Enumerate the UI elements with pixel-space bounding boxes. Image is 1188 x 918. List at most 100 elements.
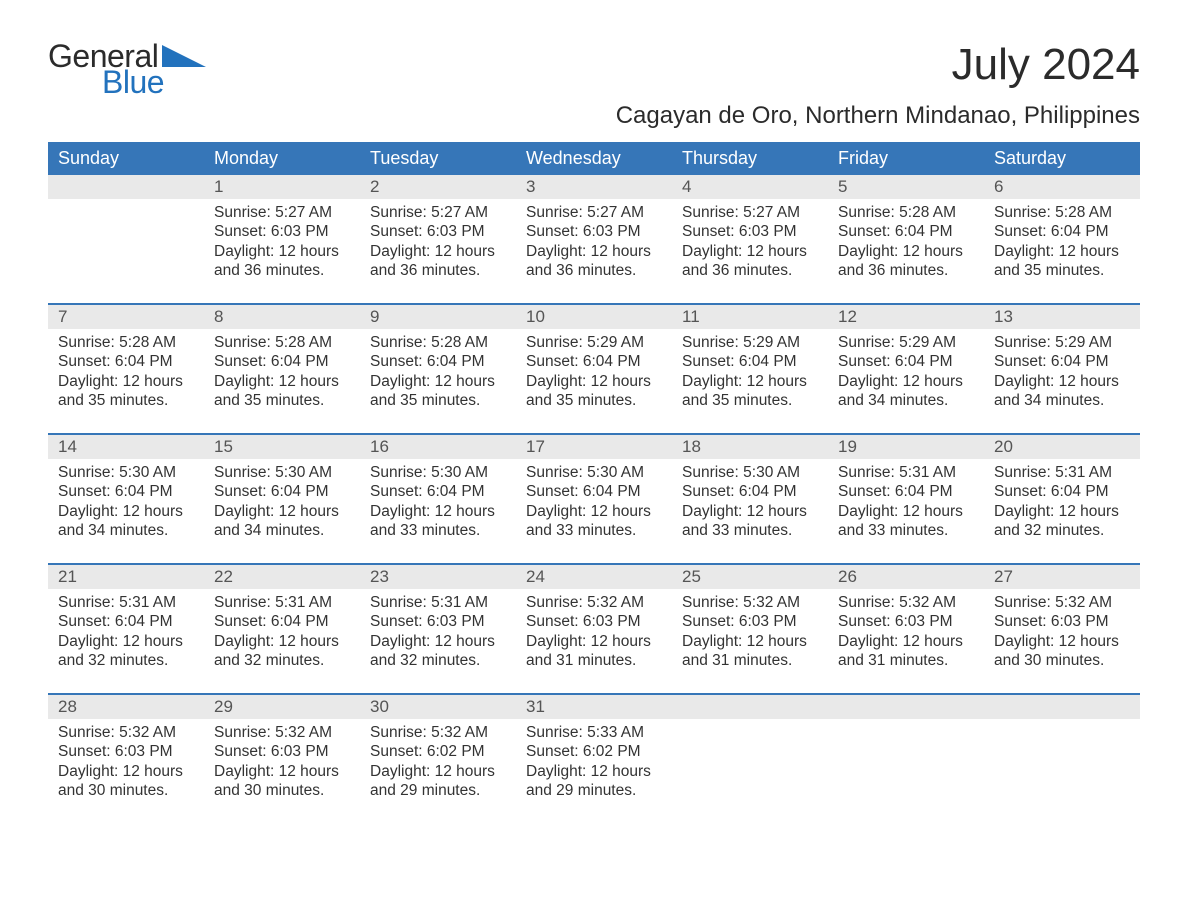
- day-daylight2: and 35 minutes.: [526, 391, 662, 410]
- day-daylight1: Daylight: 12 hours: [526, 632, 662, 651]
- day-body: Sunrise: 5:31 AMSunset: 6:04 PMDaylight:…: [48, 589, 204, 679]
- calendar-day-cell: 11Sunrise: 5:29 AMSunset: 6:04 PMDayligh…: [672, 305, 828, 433]
- day-body: Sunrise: 5:29 AMSunset: 6:04 PMDaylight:…: [984, 329, 1140, 419]
- day-number: [48, 175, 204, 199]
- day-sunrise: Sunrise: 5:27 AM: [682, 203, 818, 222]
- day-sunset: Sunset: 6:04 PM: [370, 482, 506, 501]
- calendar-day-cell: 26Sunrise: 5:32 AMSunset: 6:03 PMDayligh…: [828, 565, 984, 693]
- day-body: Sunrise: 5:32 AMSunset: 6:03 PMDaylight:…: [204, 719, 360, 809]
- day-daylight2: and 29 minutes.: [526, 781, 662, 800]
- day-number: 11: [672, 305, 828, 329]
- day-body: [984, 719, 1140, 819]
- day-sunrise: Sunrise: 5:32 AM: [838, 593, 974, 612]
- day-daylight2: and 33 minutes.: [682, 521, 818, 540]
- day-daylight2: and 36 minutes.: [682, 261, 818, 280]
- calendar-day-cell: 28Sunrise: 5:32 AMSunset: 6:03 PMDayligh…: [48, 695, 204, 823]
- day-sunrise: Sunrise: 5:27 AM: [526, 203, 662, 222]
- day-sunset: Sunset: 6:04 PM: [682, 482, 818, 501]
- day-daylight1: Daylight: 12 hours: [838, 632, 974, 651]
- day-daylight2: and 33 minutes.: [370, 521, 506, 540]
- day-sunset: Sunset: 6:04 PM: [838, 222, 974, 241]
- day-daylight1: Daylight: 12 hours: [214, 502, 350, 521]
- day-number: [828, 695, 984, 719]
- day-sunrise: Sunrise: 5:31 AM: [838, 463, 974, 482]
- day-header: Tuesday: [360, 142, 516, 175]
- day-daylight1: Daylight: 12 hours: [214, 372, 350, 391]
- day-body: Sunrise: 5:31 AMSunset: 6:04 PMDaylight:…: [204, 589, 360, 679]
- day-daylight1: Daylight: 12 hours: [526, 372, 662, 391]
- calendar-day-cell: 10Sunrise: 5:29 AMSunset: 6:04 PMDayligh…: [516, 305, 672, 433]
- day-daylight2: and 36 minutes.: [838, 261, 974, 280]
- day-number: 31: [516, 695, 672, 719]
- day-sunset: Sunset: 6:03 PM: [370, 222, 506, 241]
- day-daylight1: Daylight: 12 hours: [370, 242, 506, 261]
- day-daylight2: and 31 minutes.: [838, 651, 974, 670]
- day-sunrise: Sunrise: 5:32 AM: [994, 593, 1130, 612]
- day-sunrise: Sunrise: 5:29 AM: [682, 333, 818, 352]
- calendar-week: 14Sunrise: 5:30 AMSunset: 6:04 PMDayligh…: [48, 433, 1140, 563]
- page-subtitle: Cagayan de Oro, Northern Mindanao, Phili…: [48, 102, 1140, 130]
- day-number: 14: [48, 435, 204, 459]
- calendar-day-cell: 17Sunrise: 5:30 AMSunset: 6:04 PMDayligh…: [516, 435, 672, 563]
- day-sunset: Sunset: 6:04 PM: [682, 352, 818, 371]
- day-number: 5: [828, 175, 984, 199]
- day-sunset: Sunset: 6:03 PM: [526, 612, 662, 631]
- day-sunrise: Sunrise: 5:28 AM: [214, 333, 350, 352]
- day-sunset: Sunset: 6:03 PM: [838, 612, 974, 631]
- day-daylight1: Daylight: 12 hours: [214, 632, 350, 651]
- day-sunset: Sunset: 6:04 PM: [994, 352, 1130, 371]
- calendar-day-cell: 27Sunrise: 5:32 AMSunset: 6:03 PMDayligh…: [984, 565, 1140, 693]
- day-sunrise: Sunrise: 5:30 AM: [682, 463, 818, 482]
- day-sunset: Sunset: 6:04 PM: [214, 352, 350, 371]
- calendar-day-cell: [48, 175, 204, 303]
- day-number: 1: [204, 175, 360, 199]
- day-sunrise: Sunrise: 5:31 AM: [370, 593, 506, 612]
- logo: General Blue: [48, 40, 206, 98]
- day-daylight2: and 36 minutes.: [214, 261, 350, 280]
- day-header: Sunday: [48, 142, 204, 175]
- day-body: Sunrise: 5:29 AMSunset: 6:04 PMDaylight:…: [672, 329, 828, 419]
- day-number: 6: [984, 175, 1140, 199]
- day-daylight2: and 32 minutes.: [994, 521, 1130, 540]
- day-body: Sunrise: 5:28 AMSunset: 6:04 PMDaylight:…: [204, 329, 360, 419]
- day-body: Sunrise: 5:28 AMSunset: 6:04 PMDaylight:…: [360, 329, 516, 419]
- calendar-week: 21Sunrise: 5:31 AMSunset: 6:04 PMDayligh…: [48, 563, 1140, 693]
- day-daylight1: Daylight: 12 hours: [58, 762, 194, 781]
- day-body: Sunrise: 5:32 AMSunset: 6:03 PMDaylight:…: [672, 589, 828, 679]
- day-body: Sunrise: 5:28 AMSunset: 6:04 PMDaylight:…: [828, 199, 984, 289]
- day-sunset: Sunset: 6:03 PM: [682, 222, 818, 241]
- calendar-day-cell: 21Sunrise: 5:31 AMSunset: 6:04 PMDayligh…: [48, 565, 204, 693]
- day-body: [48, 199, 204, 299]
- day-sunset: Sunset: 6:03 PM: [526, 222, 662, 241]
- calendar-day-cell: 7Sunrise: 5:28 AMSunset: 6:04 PMDaylight…: [48, 305, 204, 433]
- day-number: 18: [672, 435, 828, 459]
- day-sunrise: Sunrise: 5:32 AM: [214, 723, 350, 742]
- day-daylight2: and 34 minutes.: [994, 391, 1130, 410]
- day-body: Sunrise: 5:27 AMSunset: 6:03 PMDaylight:…: [516, 199, 672, 289]
- day-body: Sunrise: 5:27 AMSunset: 6:03 PMDaylight:…: [672, 199, 828, 289]
- calendar-day-cell: 14Sunrise: 5:30 AMSunset: 6:04 PMDayligh…: [48, 435, 204, 563]
- day-number: 4: [672, 175, 828, 199]
- day-sunset: Sunset: 6:04 PM: [838, 352, 974, 371]
- day-body: Sunrise: 5:33 AMSunset: 6:02 PMDaylight:…: [516, 719, 672, 809]
- calendar-day-cell: 25Sunrise: 5:32 AMSunset: 6:03 PMDayligh…: [672, 565, 828, 693]
- day-number: 24: [516, 565, 672, 589]
- day-header: Wednesday: [516, 142, 672, 175]
- day-daylight2: and 36 minutes.: [370, 261, 506, 280]
- day-body: Sunrise: 5:31 AMSunset: 6:04 PMDaylight:…: [984, 459, 1140, 549]
- calendar-day-cell: 22Sunrise: 5:31 AMSunset: 6:04 PMDayligh…: [204, 565, 360, 693]
- calendar-week: 1Sunrise: 5:27 AMSunset: 6:03 PMDaylight…: [48, 175, 1140, 303]
- day-number: [672, 695, 828, 719]
- day-sunset: Sunset: 6:03 PM: [682, 612, 818, 631]
- day-number: 8: [204, 305, 360, 329]
- calendar-day-cell: 16Sunrise: 5:30 AMSunset: 6:04 PMDayligh…: [360, 435, 516, 563]
- calendar-day-cell: [828, 695, 984, 823]
- day-sunrise: Sunrise: 5:28 AM: [838, 203, 974, 222]
- day-number: 20: [984, 435, 1140, 459]
- day-number: 22: [204, 565, 360, 589]
- day-daylight1: Daylight: 12 hours: [994, 372, 1130, 391]
- day-number: 2: [360, 175, 516, 199]
- day-body: Sunrise: 5:30 AMSunset: 6:04 PMDaylight:…: [672, 459, 828, 549]
- day-daylight1: Daylight: 12 hours: [994, 632, 1130, 651]
- day-sunrise: Sunrise: 5:29 AM: [994, 333, 1130, 352]
